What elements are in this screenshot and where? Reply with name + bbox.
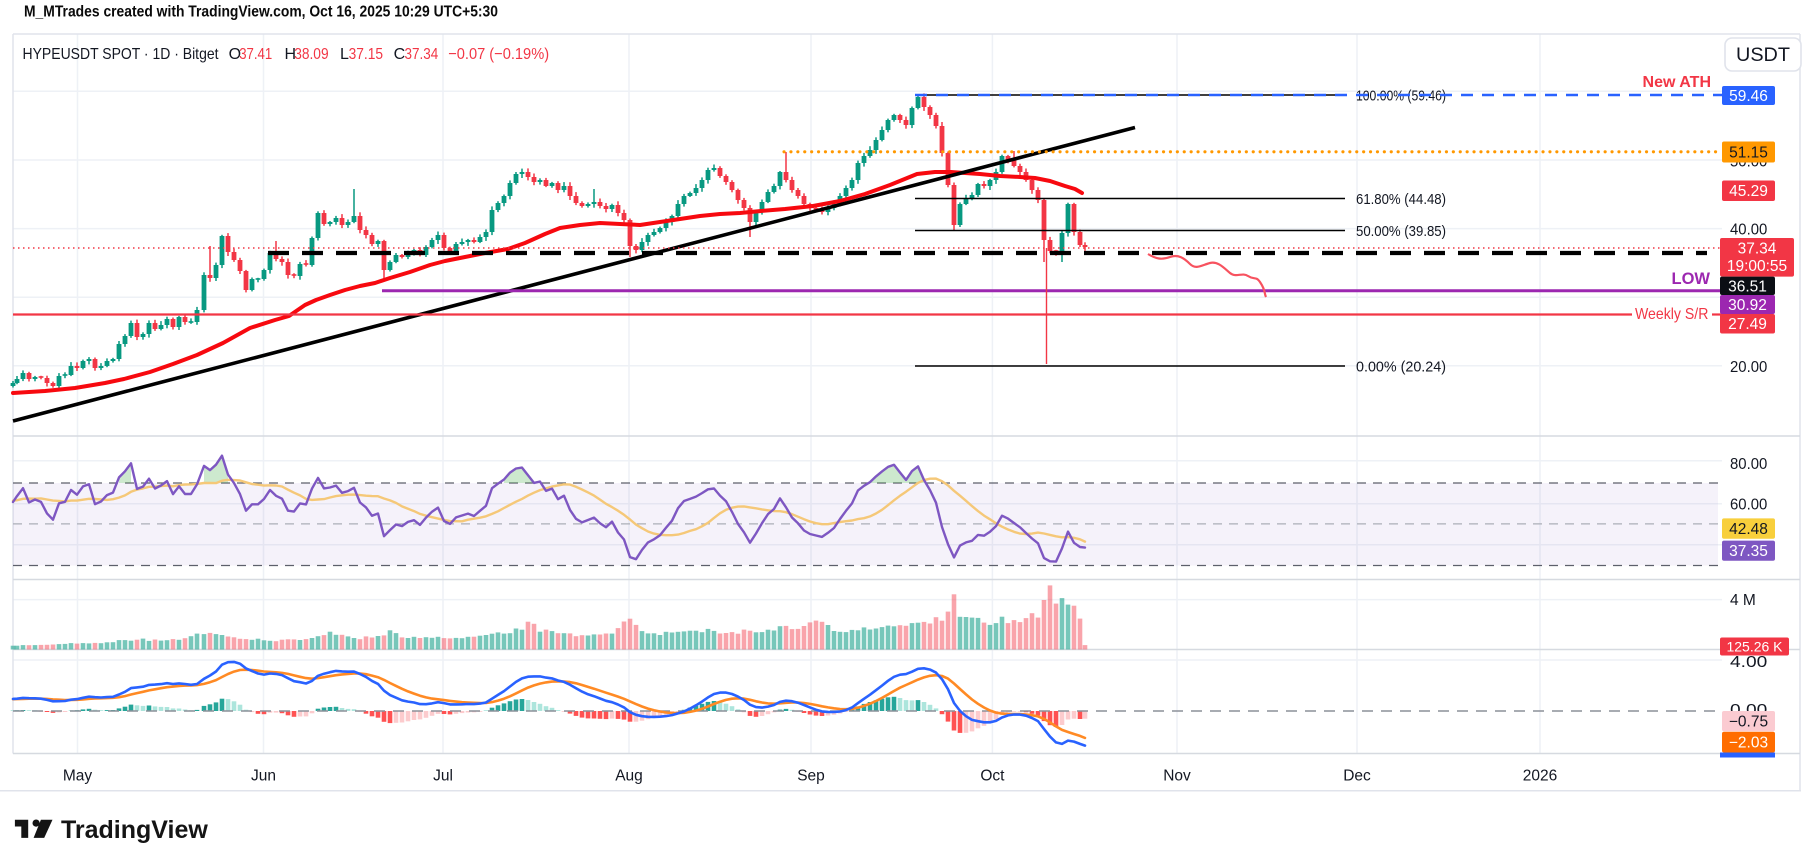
svg-text:37.15: 37.15 [349,46,383,63]
svg-text:45.29: 45.29 [1729,183,1768,200]
svg-text:37.41: 37.41 [239,46,272,63]
svg-text:37.34: 37.34 [405,46,439,63]
svg-text:125.26 K: 125.26 K [1726,639,1783,655]
svg-text:20.00: 20.00 [1730,359,1767,376]
svg-text:May: May [63,768,93,785]
svg-text:TradingView: TradingView [61,816,208,844]
svg-text:38.09: 38.09 [294,46,328,63]
svg-text:−0.75: −0.75 [1729,714,1768,731]
svg-text:USDT: USDT [1736,45,1790,66]
svg-text:Weekly S/R -: Weekly S/R - [1635,306,1717,323]
svg-text:4 M: 4 M [1730,592,1756,609]
svg-text:−0.07 (−0.19%): −0.07 (−0.19%) [448,46,549,63]
svg-text:37.34: 37.34 [1738,241,1777,258]
svg-text:HYPEUSDT SPOT · 1D · Bitget: HYPEUSDT SPOT · 1D · Bitget [23,46,219,63]
svg-text:Oct: Oct [980,768,1005,785]
svg-text:LOW: LOW [1672,270,1711,288]
svg-text:37.35: 37.35 [1729,543,1768,560]
svg-text:19:00:55: 19:00:55 [1727,258,1787,275]
svg-text:4.00: 4.00 [1730,654,1768,671]
svg-text:−2.03: −2.03 [1729,735,1768,752]
svg-text:L: L [340,46,349,63]
svg-text:80.00: 80.00 [1730,456,1767,473]
svg-text:New ATH: New ATH [1643,74,1711,91]
svg-text:60.00: 60.00 [1730,497,1767,514]
svg-text:Nov: Nov [1163,768,1191,785]
svg-text:27.49: 27.49 [1728,316,1767,333]
svg-text:51.15: 51.15 [1729,145,1768,162]
svg-text:61.80% (44.48): 61.80% (44.48) [1356,191,1446,208]
svg-text:59.46: 59.46 [1729,88,1768,105]
svg-text:0.00% (20.24): 0.00% (20.24) [1356,359,1446,376]
svg-text:O: O [229,46,241,63]
svg-text:2026: 2026 [1523,768,1557,785]
svg-text:50.00% (39.85): 50.00% (39.85) [1356,223,1446,240]
svg-text:Aug: Aug [615,768,643,785]
svg-text:Jul: Jul [433,768,453,785]
svg-text:Jun: Jun [251,768,276,785]
svg-text:H: H [285,46,297,63]
svg-text:40.00: 40.00 [1730,222,1767,239]
svg-text:Sep: Sep [797,768,825,785]
svg-text:36.51: 36.51 [1728,278,1767,295]
svg-text:30.92: 30.92 [1728,297,1767,314]
svg-text:Dec: Dec [1343,768,1371,785]
svg-text:42.48: 42.48 [1729,521,1768,538]
svg-text:C: C [394,46,406,63]
svg-text:M_MTrades created with Trading: M_MTrades created with TradingView.com, … [24,4,498,21]
